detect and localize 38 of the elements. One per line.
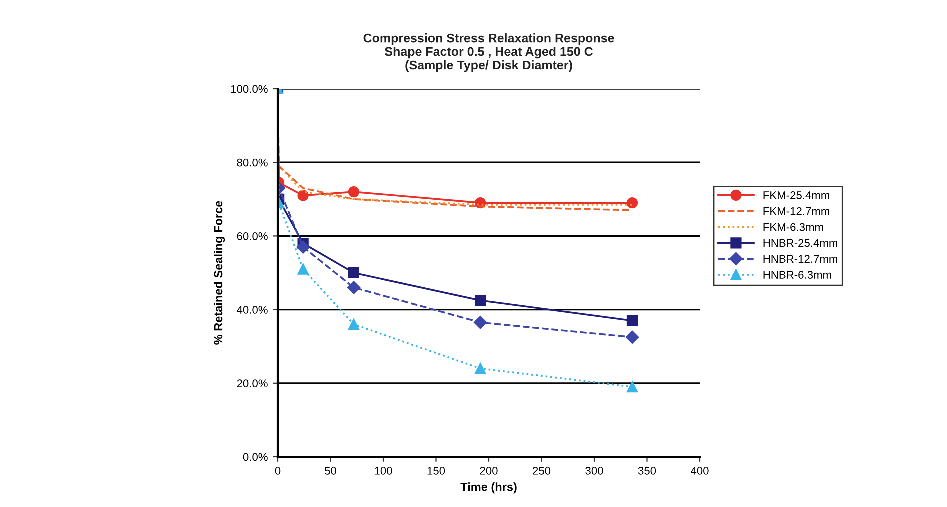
x-tick-label: 150 (428, 467, 446, 475)
point (626, 330, 640, 344)
x-tick-label: 200 (480, 467, 498, 475)
x-tick-label: 300 (586, 467, 604, 475)
chart-title: Compression Stress Relaxation Response Shape Factor 0.5 , Heat Aged 150 C (Sample Type/ Disk Diamter) (364, 34, 614, 72)
y-tick-label: 60.0% (237, 232, 268, 240)
x-tick-label: 400 (690, 467, 709, 475)
x-tick-label: 100 (375, 467, 392, 475)
point (626, 382, 638, 393)
x-axis-title: Time (hrs) (460, 482, 517, 494)
x-tick-label: 250 (533, 467, 551, 475)
point (348, 186, 360, 198)
point (298, 190, 309, 202)
x-tick-label: 50 (325, 467, 336, 475)
legend-label: HNBR-6.3mm (764, 271, 832, 279)
legend-label: FKM-25.4mm (764, 192, 830, 200)
y-tick-label: 80.0% (237, 158, 268, 167)
point (348, 318, 360, 330)
point (475, 295, 486, 306)
y-tick-label: 40.0% (237, 306, 268, 314)
point (296, 240, 310, 254)
y-tick-label: 20.0% (237, 380, 268, 388)
point (474, 316, 488, 330)
y-tick-label: 100.0% (231, 85, 268, 94)
legend-label: FKM-12.7mm (764, 207, 830, 216)
point (475, 363, 486, 374)
point (347, 281, 361, 294)
point (298, 264, 309, 275)
x-tick-label: 350 (638, 467, 656, 475)
point (626, 198, 638, 209)
x-tick-label: 0 (275, 467, 281, 475)
legend-label: HNBR-25.4mm (764, 239, 838, 248)
legend-label: HNBR-12.7mm (764, 255, 838, 263)
legend-label: FKM-6.3mm (764, 223, 824, 232)
y-tick-label: 0.0% (243, 453, 268, 462)
y-axis-title: % Retained Sealing Force (214, 201, 226, 345)
point (626, 315, 638, 326)
point (348, 267, 360, 279)
